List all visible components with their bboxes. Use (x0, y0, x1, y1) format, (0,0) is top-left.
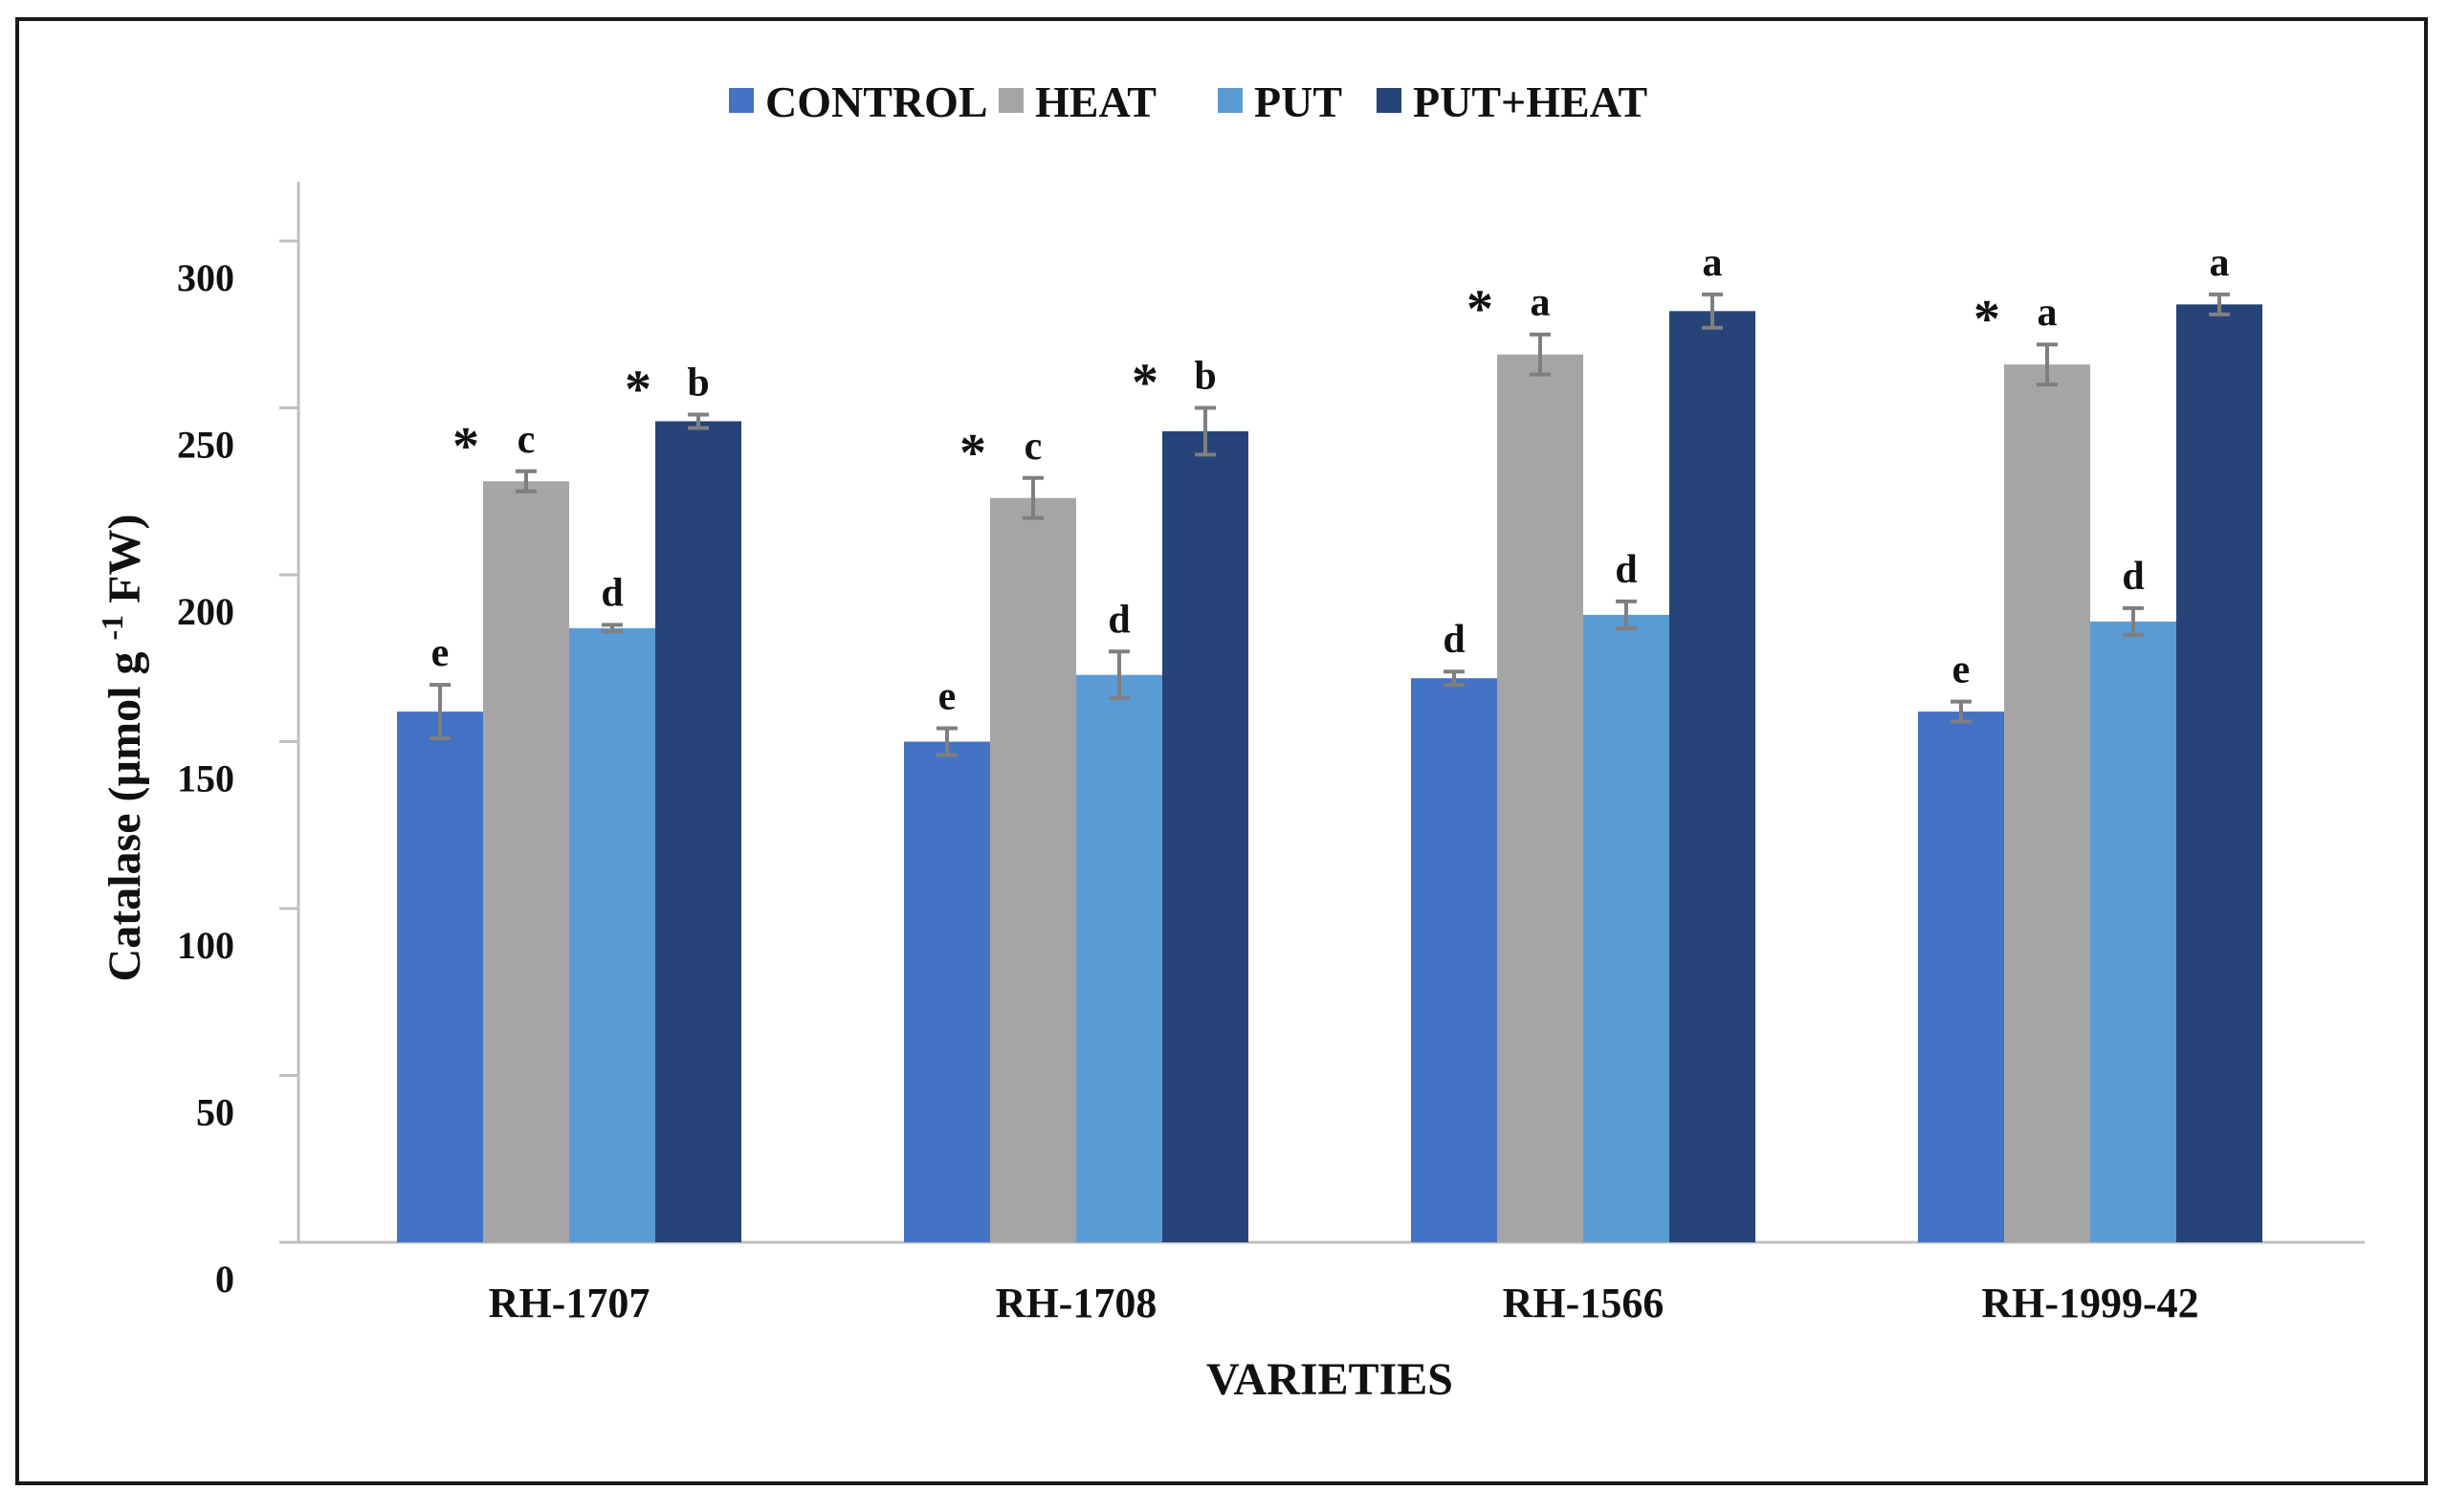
y-tick-label: 50 (196, 1091, 234, 1134)
significance-letter: d (1615, 548, 1637, 592)
significance-letter: d (2122, 555, 2144, 599)
error-bar (2037, 342, 2058, 387)
legend-swatch (729, 88, 754, 113)
significance-letter: e (431, 631, 450, 675)
y-tick-label: 300 (177, 256, 234, 299)
figure-frame: CONTROL HEAT PUT PUT+HEAT 0 50 100 150 200 250 30… (15, 17, 2428, 1485)
y-tick-label: 250 (177, 424, 234, 467)
significance-letter: d (1108, 598, 1130, 642)
error-bar (1530, 332, 1551, 377)
bars (397, 292, 2262, 1243)
error-bar (2123, 605, 2144, 637)
legend-label: PUT (1254, 77, 1342, 126)
legend-swatch (999, 88, 1024, 113)
significance-letter: b (687, 361, 709, 405)
significance-letter: c (1025, 425, 1043, 469)
significance-star: * (959, 424, 986, 483)
bar-put-rh-1708 (1076, 674, 1162, 1242)
y-axis-title: Catalase (µmol g -1 FW) (82, 515, 150, 982)
significance-star: * (1132, 354, 1158, 413)
bar-heat-rh-1708 (990, 497, 1076, 1242)
significance-star: * (1466, 280, 1493, 340)
significance-star: * (452, 417, 479, 476)
legend-item: PUT (1218, 77, 1342, 126)
error-bar (1023, 475, 1044, 520)
legend-swatch (1377, 88, 1401, 113)
legend-item: PUT+HEAT (1377, 77, 1647, 126)
legend-label: HEAT (1035, 77, 1157, 126)
significance-letter: c (518, 418, 536, 462)
error-bar (2209, 292, 2230, 317)
y-axis-title-prefix: Catalase (µmol g (99, 652, 150, 982)
significance-letter: d (601, 571, 623, 615)
bar-chart: CONTROL HEAT PUT PUT+HEAT 0 50 100 150 200 250 30… (82, 77, 2365, 1405)
error-bar (1616, 599, 1637, 630)
y-axis-title-sup: -1 (95, 615, 129, 641)
legend-item: CONTROL (729, 77, 988, 126)
x-category-label: RH-1999-42 (1981, 1280, 2198, 1326)
significance-star: * (1973, 290, 2000, 349)
error-bar (1444, 669, 1465, 688)
bar-put-heat-rh-1708 (1162, 430, 1248, 1242)
y-tick-label: 150 (177, 757, 234, 800)
error-bar (1702, 292, 1723, 330)
bar-control-rh-1708 (904, 741, 990, 1242)
y-axis-title-suffix: FW) (99, 515, 150, 603)
bar-heat-rh-1707 (483, 481, 569, 1242)
significance-letter: a (1703, 241, 1723, 285)
bar-put-heat-rh-1999-42 (2176, 304, 2262, 1242)
bar-put-rh-1707 (569, 627, 655, 1242)
error-bar (430, 683, 451, 741)
significance-letter: b (1194, 355, 1216, 399)
x-category-label: RH-1708 (996, 1280, 1157, 1326)
error-bar (688, 412, 709, 430)
bar-put-heat-rh-1707 (655, 421, 741, 1243)
significance-letter: a (2038, 291, 2058, 335)
y-tick-label: 0 (215, 1258, 234, 1301)
error-bar (1195, 405, 1216, 457)
significance-letter: e (1952, 648, 1971, 692)
legend-swatch (1218, 88, 1243, 113)
legend: CONTROL HEAT PUT PUT+HEAT (729, 77, 1647, 126)
error-bar (1109, 649, 1130, 701)
error-bar (602, 623, 623, 634)
significance-letter: a (1531, 281, 1551, 325)
bar-put-rh-1999-42 (2090, 621, 2176, 1242)
significance-letter: a (2210, 241, 2230, 285)
y-tick-label: 200 (177, 590, 234, 633)
x-category-label: RH-1707 (489, 1280, 650, 1326)
legend-label: CONTROL (765, 77, 988, 126)
x-category-label: RH-1566 (1503, 1280, 1664, 1326)
significance-star: * (625, 360, 651, 419)
bar-control-rh-1707 (397, 712, 483, 1242)
bar-heat-rh-1999-42 (2004, 364, 2090, 1242)
bar-put-heat-rh-1566 (1669, 311, 1755, 1242)
legend-label: PUT+HEAT (1413, 77, 1647, 126)
significance-letter: e (938, 675, 957, 719)
bar-control-rh-1999-42 (1918, 712, 2004, 1242)
bar-heat-rh-1566 (1497, 354, 1583, 1242)
error-bar (1951, 699, 1972, 724)
error-bar (516, 469, 537, 493)
axes: 0 50 100 150 200 250 300 RH-1707 RH-1708 RH-1566 R… (177, 182, 2365, 1326)
error-bar (937, 726, 958, 757)
bar-put-rh-1566 (1583, 614, 1669, 1242)
y-tick-label: 100 (177, 924, 234, 967)
significance-letter: d (1443, 618, 1465, 662)
annotations: e c * d b * e c * d b * d a * d a e a * d a (431, 241, 2230, 719)
x-axis-title: VARIETIES (1206, 1354, 1453, 1405)
legend-item: HEAT (999, 77, 1157, 126)
bar-control-rh-1566 (1411, 678, 1497, 1242)
